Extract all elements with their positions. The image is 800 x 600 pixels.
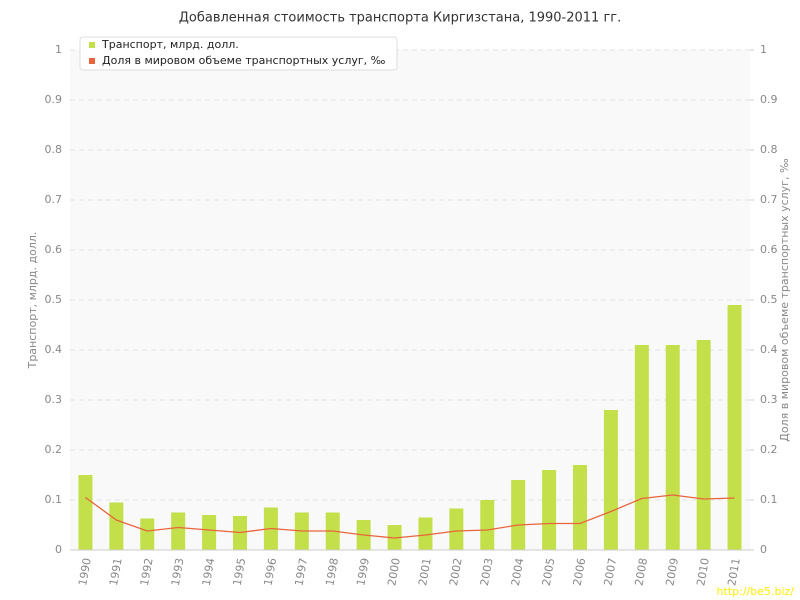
line (85, 494, 735, 539)
x-tick-label: 2001 (416, 557, 434, 587)
bar (78, 475, 93, 550)
x-tick-label: 2003 (478, 557, 496, 587)
y2-tick-label: 0.5 (760, 293, 778, 306)
bar (171, 512, 186, 550)
legend-text: Доля в мировом объеме транспортных услуг… (102, 54, 386, 67)
x-tick-label: 1993 (169, 557, 187, 587)
legend-text: Транспорт, млрд. долл. (101, 38, 239, 51)
x-tick-label: 1992 (138, 557, 156, 587)
y-tick-label: 0.9 (45, 93, 63, 106)
x-tick-label: 1998 (323, 557, 341, 587)
y2-tick-label: 0.1 (760, 493, 778, 506)
y-tick-label: 0.5 (45, 293, 63, 306)
y2-axis-label: Доля в мировом объеме транспортных услуг… (778, 158, 791, 442)
x-tick-label: 2011 (725, 557, 743, 587)
y2-tick-label: 0 (760, 543, 767, 556)
x-tick-label: 1997 (292, 557, 310, 587)
x-tick-label: 1994 (200, 557, 218, 587)
y-tick-label: 0.3 (45, 393, 63, 406)
bar (665, 345, 680, 550)
legend-swatch (89, 58, 95, 64)
y-tick-label: 0 (55, 543, 62, 556)
x-tick-label: 1996 (262, 557, 280, 587)
bar (573, 465, 587, 550)
x-tick-label: 2008 (632, 557, 650, 587)
y-tick-label: 1 (55, 43, 62, 56)
x-tick-label: 1990 (76, 557, 94, 587)
bar (480, 500, 495, 550)
y2-tick-label: 0.9 (760, 93, 778, 106)
y2-tick-label: 0.6 (760, 243, 778, 256)
bar (202, 515, 217, 550)
legend-swatch (89, 42, 95, 48)
y-axis-label: Транспорт, млрд. долл. (26, 232, 39, 370)
y2-tick-label: 0.3 (760, 393, 778, 406)
y2-tick-label: 0.4 (760, 343, 778, 356)
bar (140, 518, 155, 550)
bar (634, 345, 649, 550)
chart-title: Добавленная стоимость транспорта Киргизс… (179, 11, 622, 26)
y2-tick-label: 0.2 (760, 443, 778, 456)
bar (418, 517, 433, 550)
watermark: http://be5.biz/ (717, 585, 795, 598)
bar (109, 502, 124, 550)
y2-tick-label: 1 (760, 43, 767, 56)
y2-tick-label: 0.7 (760, 193, 778, 206)
x-tick-label: 2009 (663, 557, 681, 587)
marks (78, 305, 742, 550)
x-tick-label: 2004 (509, 557, 527, 587)
bar (542, 470, 557, 550)
x-tick-label: 1999 (354, 557, 372, 587)
x-tick-label: 2006 (571, 557, 589, 587)
bar (449, 508, 464, 550)
y-tick-label: 0.8 (45, 143, 63, 156)
bar (603, 410, 618, 550)
bar (727, 305, 742, 550)
x-tick-label: 1995 (231, 557, 249, 587)
y-tick-label: 0.6 (45, 243, 63, 256)
bar (696, 340, 711, 550)
y-tick-label: 0.2 (45, 443, 63, 456)
x-tick-label: 2000 (385, 557, 403, 587)
x-tick-label: 2002 (447, 557, 465, 587)
x-tick-label: 1991 (107, 557, 125, 587)
x-tick-label: 2007 (602, 557, 620, 587)
x-tick-label: 2010 (694, 557, 712, 587)
y-tick-label: 0.7 (45, 193, 63, 206)
bar (511, 480, 526, 550)
x-tick-label: 2005 (540, 557, 558, 587)
legend (79, 36, 398, 71)
y2-tick-label: 0.8 (760, 143, 778, 156)
y-tick-label: 0.1 (45, 493, 63, 506)
y-tick-label: 0.4 (45, 343, 63, 356)
